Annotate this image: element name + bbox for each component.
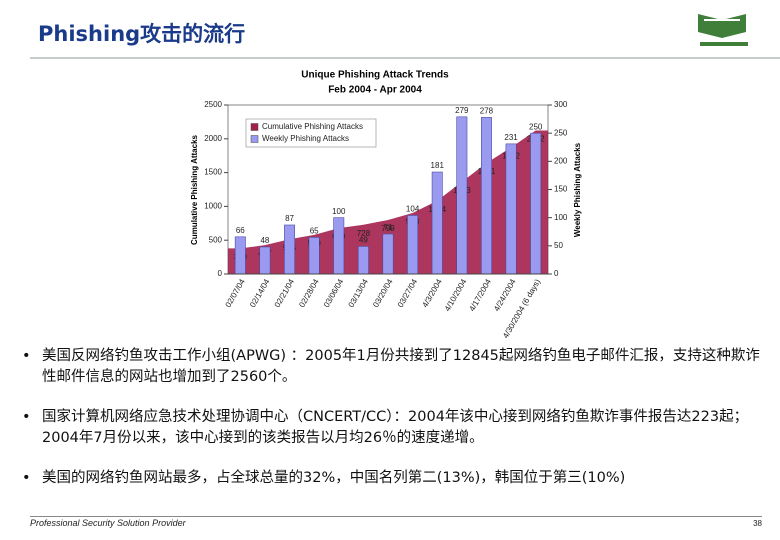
value-label: 100 — [332, 207, 346, 216]
chart: Phishing攻击的流行 Unique Phishing Attack Tre… — [30, 14, 780, 340]
y2-tick-label: 50 — [554, 241, 563, 250]
weekly-bar — [333, 217, 345, 275]
legend-box — [245, 118, 377, 148]
x-tick-label: 4/3/2004 — [420, 277, 444, 309]
x-tick-label: 03/13/04 — [347, 277, 371, 309]
value-label: 278 — [480, 107, 494, 116]
value-label: 250 — [529, 122, 543, 131]
y-tick-label: 0 — [218, 269, 223, 278]
weekly-bar — [234, 236, 246, 275]
y-axis-label: Cumulative Phishing Attacks — [190, 134, 199, 245]
cumulative-area — [228, 130, 548, 274]
x-tick-label: 02/28/04 — [297, 277, 321, 309]
x-tick-label: 02/21/04 — [273, 277, 297, 309]
page-number: 38 — [753, 519, 762, 528]
weekly-bar — [480, 117, 492, 275]
y2-axis-label: Weekly Phishing Attacks — [573, 142, 582, 237]
weekly-bar — [407, 215, 419, 275]
x-tick-label: 03/27/04 — [396, 277, 420, 309]
weekly-bar — [284, 224, 296, 275]
y-tick-label: 1000 — [204, 202, 222, 211]
value-label: 279 — [455, 106, 469, 115]
bullet-item: 国家计算机网络应急技术处理协调中心（CNCERT/CC）：2004年该中心接到网… — [22, 407, 762, 449]
x-tick-label: 4/17/2004 — [467, 277, 493, 313]
chart-title: Unique Phishing Attack Trends — [301, 70, 449, 81]
value-label: 65 — [310, 226, 319, 235]
weekly-bar — [505, 143, 517, 275]
x-tick-label: 03/20/04 — [371, 277, 395, 309]
value-label: 231 — [504, 133, 518, 142]
value-label: 87 — [285, 214, 294, 223]
y2-tick-label: 250 — [554, 128, 568, 137]
y2-tick-label: 300 — [554, 100, 568, 109]
y-tick-label: 2000 — [204, 134, 222, 143]
legend-label: Cumulative Phishing Attacks — [262, 122, 363, 131]
legend-label: Weekly Phishing Attacks — [262, 134, 349, 143]
value-label: 104 — [406, 205, 420, 214]
weekly-bar — [308, 237, 320, 275]
weekly-bar — [259, 246, 271, 275]
weekly-bar — [431, 171, 443, 275]
y-tick-label: 500 — [209, 235, 223, 244]
legend-swatch — [250, 135, 259, 143]
x-tick-label: 02/14/04 — [248, 277, 272, 309]
y-tick-label: 1500 — [204, 168, 222, 177]
x-tick-label: 03/06/04 — [322, 277, 346, 309]
footer-rule — [30, 516, 762, 517]
y-tick-label: 2500 — [204, 100, 222, 109]
weekly-bar — [530, 132, 542, 275]
weekly-bar — [357, 246, 369, 275]
value-label: 728 — [357, 229, 371, 238]
weekly-bar — [382, 233, 394, 275]
value-label: 66 — [236, 226, 245, 235]
y2-tick-label: 0 — [554, 269, 559, 278]
chart-subtitle: Feb 2004 - Apr 2004 — [328, 85, 422, 96]
y2-tick-label: 200 — [554, 156, 568, 165]
footer-text: Professional Security Solution Provider — [30, 518, 186, 528]
value-label: 799 — [381, 224, 395, 233]
logo — [698, 14, 748, 46]
value-label: 49 — [359, 236, 368, 245]
x-tick-label: 4/24/2004 — [492, 277, 518, 313]
slide-title: Phishing攻击的流行 — [38, 22, 245, 46]
value-label: 71 — [384, 223, 393, 232]
bullet-item: 美国反网络钓鱼攻击工作小组(APWG) ：2005年1月份共接到了12845起网… — [22, 346, 762, 388]
y2-tick-label: 150 — [554, 185, 568, 194]
x-tick-label: 02/07/04 — [224, 277, 248, 309]
bullet-item: 美国的网络钓鱼网站最多，占全球总量的32%，中国名列第二(13%)，韩国位于第三… — [22, 468, 762, 489]
y2-tick-label: 100 — [554, 213, 568, 222]
x-tick-label: 4/10/2004 — [443, 277, 469, 313]
bullet-list: 美国反网络钓鱼攻击工作小组(APWG) ：2005年1月份共接到了12845起网… — [22, 346, 762, 508]
value-label: 181 — [431, 161, 445, 170]
legend-swatch — [250, 123, 259, 131]
value-label: 48 — [260, 236, 269, 245]
weekly-bar — [456, 116, 468, 275]
